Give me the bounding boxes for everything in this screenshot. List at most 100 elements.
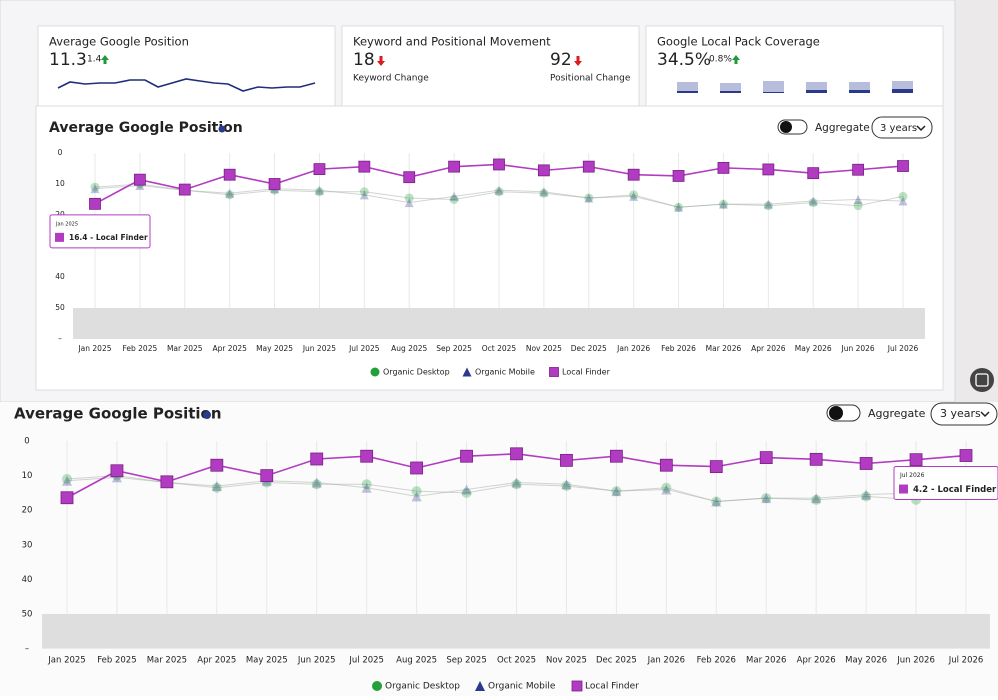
marker (539, 187, 549, 197)
marker (582, 160, 595, 173)
assistant-button[interactable] (970, 368, 994, 392)
marker (160, 475, 174, 489)
marker (808, 198, 818, 208)
marker (225, 190, 235, 200)
marker (510, 447, 523, 461)
x-tick-label: Aug 2025 (396, 656, 437, 666)
marker (861, 489, 872, 500)
x-tick-label: Nov 2025 (546, 656, 587, 666)
zoom-area (0, 402, 998, 696)
info-icon[interactable] (218, 125, 226, 133)
x-tick-label: Oct 2025 (482, 344, 517, 353)
card-delta: 1.4 (87, 55, 102, 65)
dropdown-label: 3 years (880, 123, 917, 134)
x-tick-label: May 2025 (256, 344, 293, 353)
marker (511, 477, 522, 488)
x-tick-label: Jan 2026 (616, 344, 650, 353)
marker (260, 469, 274, 483)
x-tick-label: Jun 2026 (841, 344, 875, 353)
marker (853, 201, 863, 211)
marker (763, 199, 773, 209)
series-line (94, 183, 904, 208)
marker (808, 196, 818, 206)
y-tick-label: – (58, 334, 62, 343)
y-tick-label: 0 (24, 437, 29, 447)
marker (718, 199, 728, 209)
x-tick-label: Apr 2025 (212, 344, 247, 353)
marker (898, 191, 908, 201)
x-tick-label: Mar 2026 (746, 656, 786, 666)
range-dropdown[interactable] (871, 116, 933, 139)
tooltip-label: 4.2 - Local Finder (913, 485, 997, 495)
up-arrow (732, 55, 740, 64)
range-dropdown[interactable] (930, 402, 998, 426)
info-icon[interactable] (203, 411, 211, 419)
chart-title: Average Google Position (49, 120, 243, 136)
x-tick-label: May 2025 (246, 656, 288, 666)
marker (460, 449, 473, 463)
legend-marker (475, 681, 485, 691)
marker (659, 458, 673, 472)
x-tick-label: Jan 2025 (47, 656, 85, 666)
x-tick-label: Jul 2026 (948, 656, 984, 666)
marker (672, 170, 685, 182)
marker (403, 171, 416, 184)
marker (360, 449, 374, 463)
x-tick-label: Jul 2025 (348, 344, 380, 353)
marker (711, 496, 722, 507)
marker (223, 168, 236, 181)
marker (268, 178, 281, 190)
marker (62, 474, 72, 485)
marker (448, 160, 461, 173)
marker (449, 191, 459, 201)
card-value: 11.3 (49, 50, 87, 70)
toggle-label: Aggregate (815, 122, 870, 134)
tooltip-date: Jul 2026 (899, 472, 925, 479)
tooltip-date: Jan 2025 (55, 221, 78, 227)
card-label: Keyword Change (353, 74, 429, 84)
marker (90, 184, 100, 194)
marker (537, 164, 550, 177)
marker (717, 161, 730, 174)
marker (211, 482, 222, 493)
marker (359, 187, 369, 197)
marker (762, 163, 775, 176)
marker (461, 484, 472, 495)
x-tick-label: Jan 2026 (647, 656, 685, 666)
marker (411, 491, 422, 502)
card-value: 18 (353, 50, 375, 70)
x-tick-label: Mar 2026 (706, 344, 742, 353)
marker (807, 167, 820, 180)
marker (661, 482, 672, 493)
marker (584, 193, 594, 203)
plot-band (73, 308, 925, 339)
marker (410, 461, 424, 475)
y-tick-label: 40 (55, 272, 65, 281)
marker (861, 491, 872, 502)
marker (411, 486, 422, 497)
marker (311, 479, 322, 490)
marker (359, 190, 369, 200)
x-tick-label: Apr 2026 (751, 344, 786, 353)
card (341, 25, 640, 107)
tooltip-swatch (899, 484, 908, 494)
x-tick-label: Mar 2025 (167, 344, 203, 353)
x-tick-label: Apr 2026 (797, 656, 836, 666)
legend-marker (571, 680, 583, 692)
series-line (66, 476, 967, 503)
y-tick-label: 50 (22, 610, 33, 620)
y-tick-label: 40 (22, 575, 33, 585)
x-tick-label: Feb 2025 (123, 344, 158, 353)
y-tick-label: 10 (55, 179, 65, 188)
marker (611, 486, 622, 497)
marker (511, 479, 522, 490)
coverage-bars (677, 81, 913, 93)
chevron (980, 411, 990, 418)
y-tick-label: 0 (58, 148, 63, 157)
x-tick-label: Oct 2025 (497, 656, 536, 666)
card-delta: 0.8% (709, 55, 732, 65)
marker (310, 452, 324, 466)
marker (897, 160, 909, 172)
x-tick-label: Dec 2025 (571, 344, 607, 353)
marker (761, 493, 772, 504)
